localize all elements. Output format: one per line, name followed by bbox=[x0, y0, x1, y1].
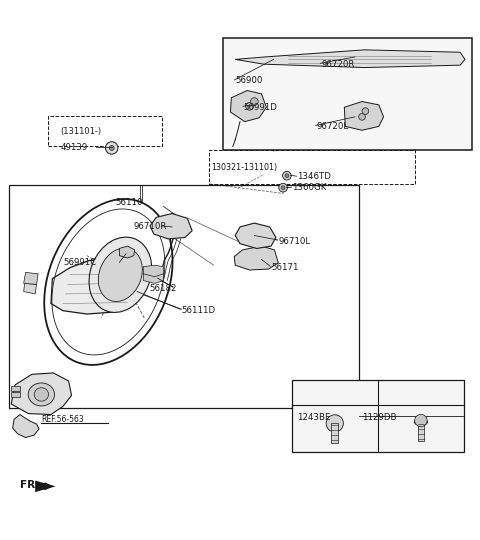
Bar bbox=[223, 38, 472, 150]
Bar bbox=[9, 185, 359, 408]
Text: 49139: 49139 bbox=[60, 144, 88, 152]
Bar bbox=[331, 423, 338, 443]
Circle shape bbox=[246, 103, 253, 110]
Text: 56900: 56900 bbox=[235, 77, 263, 85]
Text: 1346TD: 1346TD bbox=[298, 172, 331, 181]
Polygon shape bbox=[235, 50, 465, 68]
Bar bbox=[11, 386, 20, 390]
Text: 96710L: 96710L bbox=[278, 237, 311, 246]
Circle shape bbox=[251, 98, 258, 105]
Text: (131101-): (131101-) bbox=[60, 127, 102, 136]
Polygon shape bbox=[35, 481, 56, 492]
Ellipse shape bbox=[28, 383, 55, 406]
Polygon shape bbox=[11, 373, 72, 415]
Polygon shape bbox=[344, 102, 384, 130]
Polygon shape bbox=[24, 284, 36, 294]
Text: 56171: 56171 bbox=[271, 263, 299, 272]
Ellipse shape bbox=[98, 248, 143, 301]
Text: 1129DB: 1129DB bbox=[361, 413, 396, 422]
Bar bbox=[11, 392, 20, 397]
Text: 130321-131101): 130321-131101) bbox=[211, 163, 277, 172]
Circle shape bbox=[281, 186, 285, 190]
Ellipse shape bbox=[34, 388, 48, 401]
Polygon shape bbox=[235, 223, 276, 248]
Circle shape bbox=[326, 415, 343, 432]
Bar bbox=[48, 116, 162, 146]
Polygon shape bbox=[150, 213, 192, 239]
Text: 56991C: 56991C bbox=[63, 258, 96, 267]
Text: 1360GK: 1360GK bbox=[292, 183, 326, 192]
Bar bbox=[418, 422, 424, 441]
Polygon shape bbox=[234, 246, 278, 270]
Circle shape bbox=[106, 141, 118, 154]
Polygon shape bbox=[51, 260, 140, 314]
Ellipse shape bbox=[89, 237, 152, 313]
Polygon shape bbox=[230, 91, 266, 122]
Text: 56182: 56182 bbox=[149, 284, 177, 293]
Text: 56110: 56110 bbox=[116, 199, 143, 207]
Circle shape bbox=[285, 174, 289, 178]
Circle shape bbox=[283, 171, 291, 180]
Bar bbox=[209, 150, 415, 184]
Polygon shape bbox=[120, 246, 135, 258]
Bar bbox=[292, 380, 464, 452]
Ellipse shape bbox=[414, 418, 428, 426]
Circle shape bbox=[109, 146, 114, 150]
Text: 56991D: 56991D bbox=[244, 103, 278, 112]
Circle shape bbox=[359, 113, 365, 120]
Text: FR.: FR. bbox=[20, 481, 39, 490]
Circle shape bbox=[279, 184, 288, 192]
Text: 56111D: 56111D bbox=[181, 306, 216, 315]
Text: 96710R: 96710R bbox=[134, 222, 167, 232]
Polygon shape bbox=[12, 415, 39, 437]
Polygon shape bbox=[144, 272, 163, 284]
Polygon shape bbox=[144, 265, 163, 276]
Circle shape bbox=[362, 108, 369, 114]
Circle shape bbox=[415, 414, 427, 427]
Text: 96720R: 96720R bbox=[322, 60, 355, 69]
Text: 96720L: 96720L bbox=[317, 122, 348, 131]
Text: 1243BE: 1243BE bbox=[298, 413, 331, 422]
Polygon shape bbox=[24, 272, 38, 285]
Text: REF.56-563: REF.56-563 bbox=[41, 415, 84, 424]
